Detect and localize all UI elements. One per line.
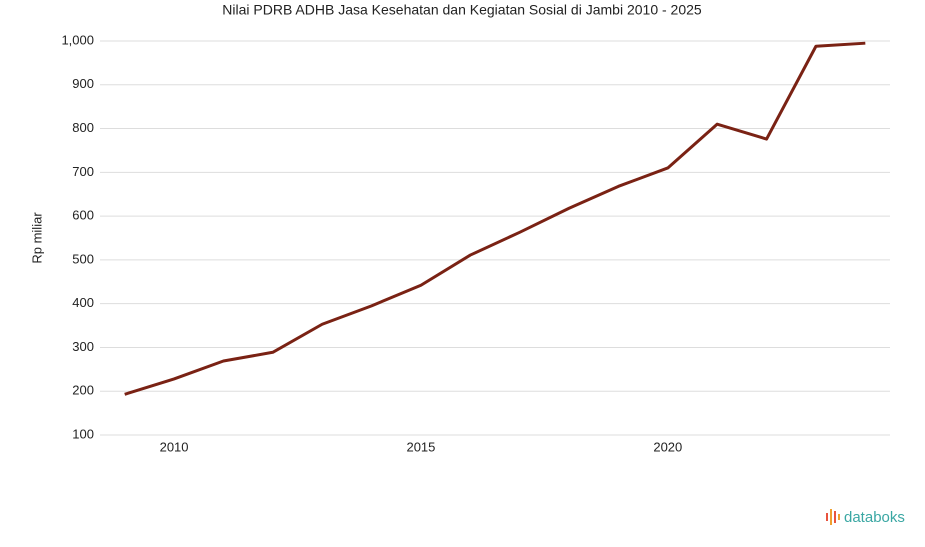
x-tick-label: 2020 xyxy=(653,439,682,454)
y-tick-label: 500 xyxy=(72,251,94,266)
y-tick-label: 600 xyxy=(72,208,94,223)
y-tick-label: 700 xyxy=(72,164,94,179)
y-tick-label: 200 xyxy=(72,383,94,398)
y-tick-label: 800 xyxy=(72,120,94,135)
y-axis-label: Rp miliar xyxy=(29,212,44,264)
y-tick-label: 1,000 xyxy=(61,32,94,47)
y-tick-label: 300 xyxy=(72,339,94,354)
y-tick-label: 900 xyxy=(72,76,94,91)
y-tick-label: 100 xyxy=(72,426,94,441)
y-tick-label: 400 xyxy=(72,295,94,310)
chart-title: Nilai PDRB ADHB Jasa Kesehatan dan Kegia… xyxy=(222,2,702,18)
brand-logo: databoks xyxy=(826,509,905,526)
x-tick-label: 2010 xyxy=(160,439,189,454)
x-tick-label: 2015 xyxy=(406,439,435,454)
data-line xyxy=(124,41,866,396)
brand-text: databoks xyxy=(844,509,905,526)
